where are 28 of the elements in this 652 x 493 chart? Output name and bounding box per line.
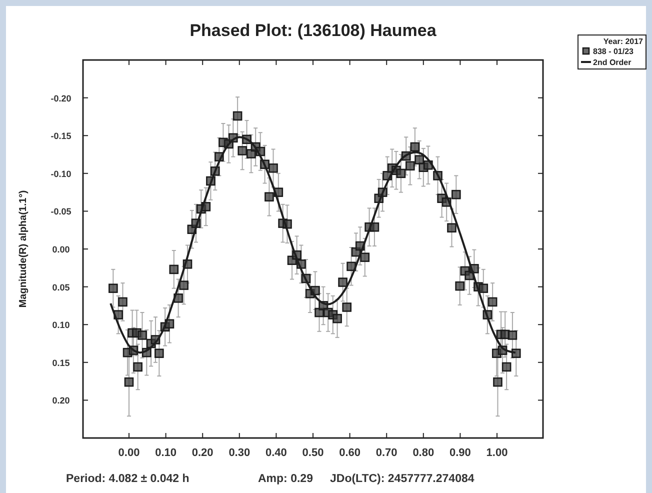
y-tick-label: 0.15 <box>52 358 70 368</box>
x-tick-label: 0.20 <box>192 447 214 459</box>
y-tick-label: 0.05 <box>52 282 70 292</box>
x-tick-label: 0.40 <box>265 447 287 459</box>
x-tick-label: 0.60 <box>339 447 361 459</box>
legend-label: 2nd Order <box>593 58 632 67</box>
x-tick-label: 0.70 <box>376 447 398 459</box>
x-tick-label: 0.00 <box>118 447 140 459</box>
y-tick-label: -0.15 <box>50 131 72 142</box>
x-tick-label: 0.80 <box>412 447 434 459</box>
y-tick-label: -0.10 <box>50 168 72 179</box>
y-tick-label: 0.20 <box>52 396 70 406</box>
x-tick-label: 0.30 <box>228 447 250 459</box>
legend-title: Year: 2017 <box>603 37 644 46</box>
legend-label: 838 - 01/23 <box>593 47 634 56</box>
y-tick-label: -0.20 <box>50 93 72 104</box>
text: JDo(LTC): 2457777.274084 <box>330 473 475 485</box>
y-axis-title: Magnitude(R) alpha(1.1°) <box>18 190 29 308</box>
y-tick-label: 0.10 <box>52 320 70 330</box>
y-tick-label: 0.00 <box>52 244 70 254</box>
text: Period: 4.082 ± 0.042 h <box>66 473 190 485</box>
y-tick-label: -0.05 <box>50 206 72 217</box>
x-tick-label: 0.90 <box>449 447 471 459</box>
chart-title: Phased Plot: (136108) Haumea <box>190 21 437 40</box>
x-tick-label: 0.50 <box>302 447 324 459</box>
x-tick-label: 0.10 <box>155 447 177 459</box>
x-tick-label: 1.00 <box>486 447 508 459</box>
text: Amp: 0.29 <box>258 473 313 485</box>
